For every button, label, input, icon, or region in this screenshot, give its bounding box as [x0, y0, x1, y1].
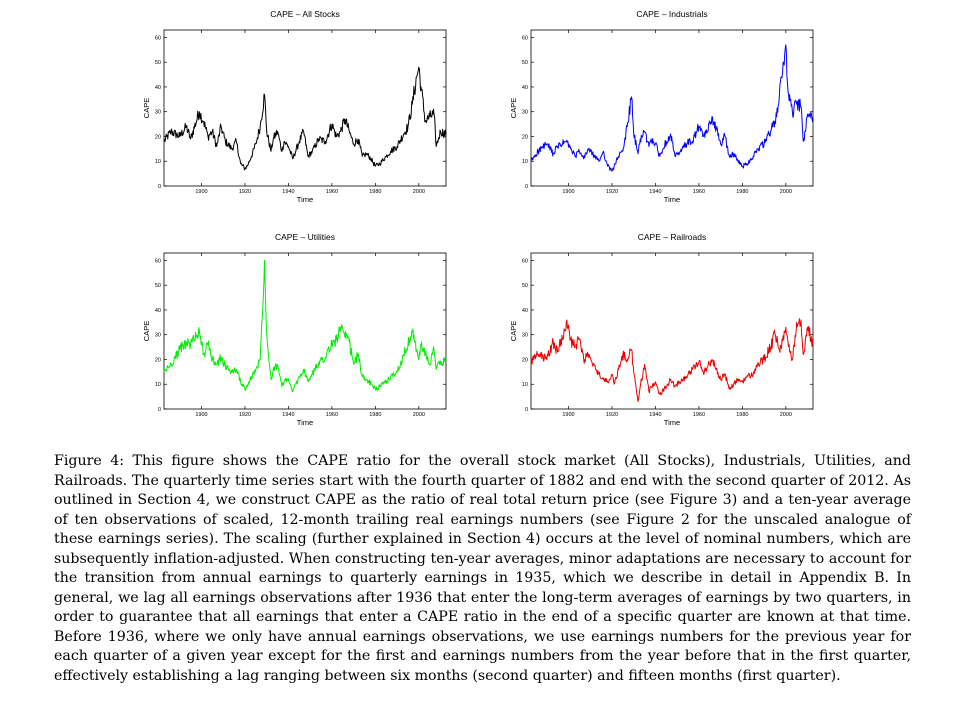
- series-line: [530, 318, 814, 403]
- chart-title: CAPE – All Stocks: [270, 9, 339, 19]
- y-tick-label: 30: [155, 333, 161, 339]
- x-tick-label: 1960: [693, 412, 705, 418]
- x-tick-label: 2000: [413, 189, 425, 195]
- y-tick-label: 50: [155, 283, 161, 289]
- y-tick-label: 50: [155, 60, 161, 66]
- x-tick-label: 1900: [195, 412, 207, 418]
- y-tick-label: 0: [158, 184, 161, 190]
- y-tick-label: 60: [522, 35, 528, 41]
- x-tick-label: 1960: [693, 189, 705, 195]
- x-tick-label: 1920: [239, 189, 251, 195]
- y-tick-label: 10: [522, 159, 528, 165]
- y-tick-label: 40: [155, 85, 161, 91]
- x-tick-label: 1980: [369, 189, 381, 195]
- x-axis-label: Time: [664, 195, 680, 204]
- y-tick-label: 0: [158, 407, 161, 413]
- y-tick-label: 60: [522, 258, 528, 264]
- chart-railroads: CAPE – Railroads 0 10 20 30 40 50 60 1900 1920 194…: [505, 229, 827, 434]
- y-axis-label: CAPE: [142, 98, 151, 118]
- x-axis-label: Time: [297, 195, 313, 204]
- y-tick-label: 10: [155, 382, 161, 388]
- y-axis-label: CAPE: [509, 98, 518, 118]
- x-axis-label: Time: [297, 418, 313, 427]
- y-tick-label: 20: [522, 357, 528, 363]
- y-tick-label: 50: [522, 60, 528, 66]
- x-tick-label: 1900: [562, 189, 574, 195]
- y-tick-label: 40: [522, 308, 528, 314]
- chart-industrials: CAPE – Industrials 0 10 20 30 40 50 60 1900 1920 1…: [505, 6, 827, 211]
- y-tick-label: 10: [522, 382, 528, 388]
- chart-title: CAPE – Industrials: [636, 9, 707, 19]
- x-tick-label: 1920: [606, 412, 618, 418]
- series-line: [163, 259, 447, 393]
- y-tick-label: 0: [525, 407, 528, 413]
- x-tick-label: 1900: [195, 189, 207, 195]
- x-tick-label: 1900: [562, 412, 574, 418]
- chart-utilities-svg: CAPE – Utilities 0 10 20 30 40 50 60 1900 1920 194…: [142, 232, 447, 427]
- y-axis-label: CAPE: [509, 321, 518, 341]
- x-tick-label: 1920: [239, 412, 251, 418]
- y-tick-label: 20: [155, 134, 161, 140]
- chart-industrials-svg: CAPE – Industrials 0 10 20 30 40 50 60 1900 1920 1…: [509, 9, 814, 204]
- x-tick-label: 1960: [326, 412, 338, 418]
- y-tick-label: 30: [522, 333, 528, 339]
- y-tick-label: 30: [522, 110, 528, 116]
- chart-title: CAPE – Utilities: [275, 232, 335, 242]
- x-tick-label: 2000: [780, 189, 792, 195]
- y-tick-label: 40: [522, 85, 528, 91]
- chart-all-stocks-svg: CAPE – All Stocks 0 10 20 30 40 50 60 1900 1920 19…: [142, 9, 447, 204]
- chart-railroads-svg: CAPE – Railroads 0 10 20 30 40 50 60 1900 1920 194…: [509, 232, 814, 427]
- x-tick-label: 2000: [413, 412, 425, 418]
- series-line: [163, 66, 447, 171]
- x-tick-label: 2000: [780, 412, 792, 418]
- figure-caption: Figure 4: This figure shows the CAPE rat…: [54, 453, 911, 684]
- chart-all-stocks: CAPE – All Stocks 0 10 20 30 40 50 60 1900 1920 19…: [138, 6, 460, 211]
- x-tick-label: 1940: [649, 412, 661, 418]
- x-axis-label: Time: [664, 418, 680, 427]
- x-tick-label: 1960: [326, 189, 338, 195]
- y-tick-label: 20: [155, 357, 161, 363]
- series-line: [530, 44, 814, 172]
- x-tick-label: 1980: [369, 412, 381, 418]
- y-tick-label: 40: [155, 308, 161, 314]
- y-tick-label: 60: [155, 258, 161, 264]
- x-tick-label: 1940: [649, 189, 661, 195]
- y-tick-label: 10: [155, 159, 161, 165]
- plot-frame: [530, 252, 814, 410]
- y-tick-label: 0: [525, 184, 528, 190]
- x-tick-label: 1980: [736, 189, 748, 195]
- chart-title: CAPE – Railroads: [638, 232, 707, 242]
- x-tick-label: 1920: [606, 189, 618, 195]
- plot-frame: [163, 29, 447, 187]
- y-tick-label: 30: [155, 110, 161, 116]
- x-tick-label: 1980: [736, 412, 748, 418]
- chart-utilities: CAPE – Utilities 0 10 20 30 40 50 60 1900 1920 194…: [138, 229, 460, 434]
- y-axis-label: CAPE: [142, 321, 151, 341]
- plot-frame: [530, 29, 814, 187]
- x-tick-label: 1940: [282, 189, 294, 195]
- y-tick-label: 50: [522, 283, 528, 289]
- plot-frame: [163, 252, 447, 410]
- x-tick-label: 1940: [282, 412, 294, 418]
- y-tick-label: 20: [522, 134, 528, 140]
- y-tick-label: 60: [155, 35, 161, 41]
